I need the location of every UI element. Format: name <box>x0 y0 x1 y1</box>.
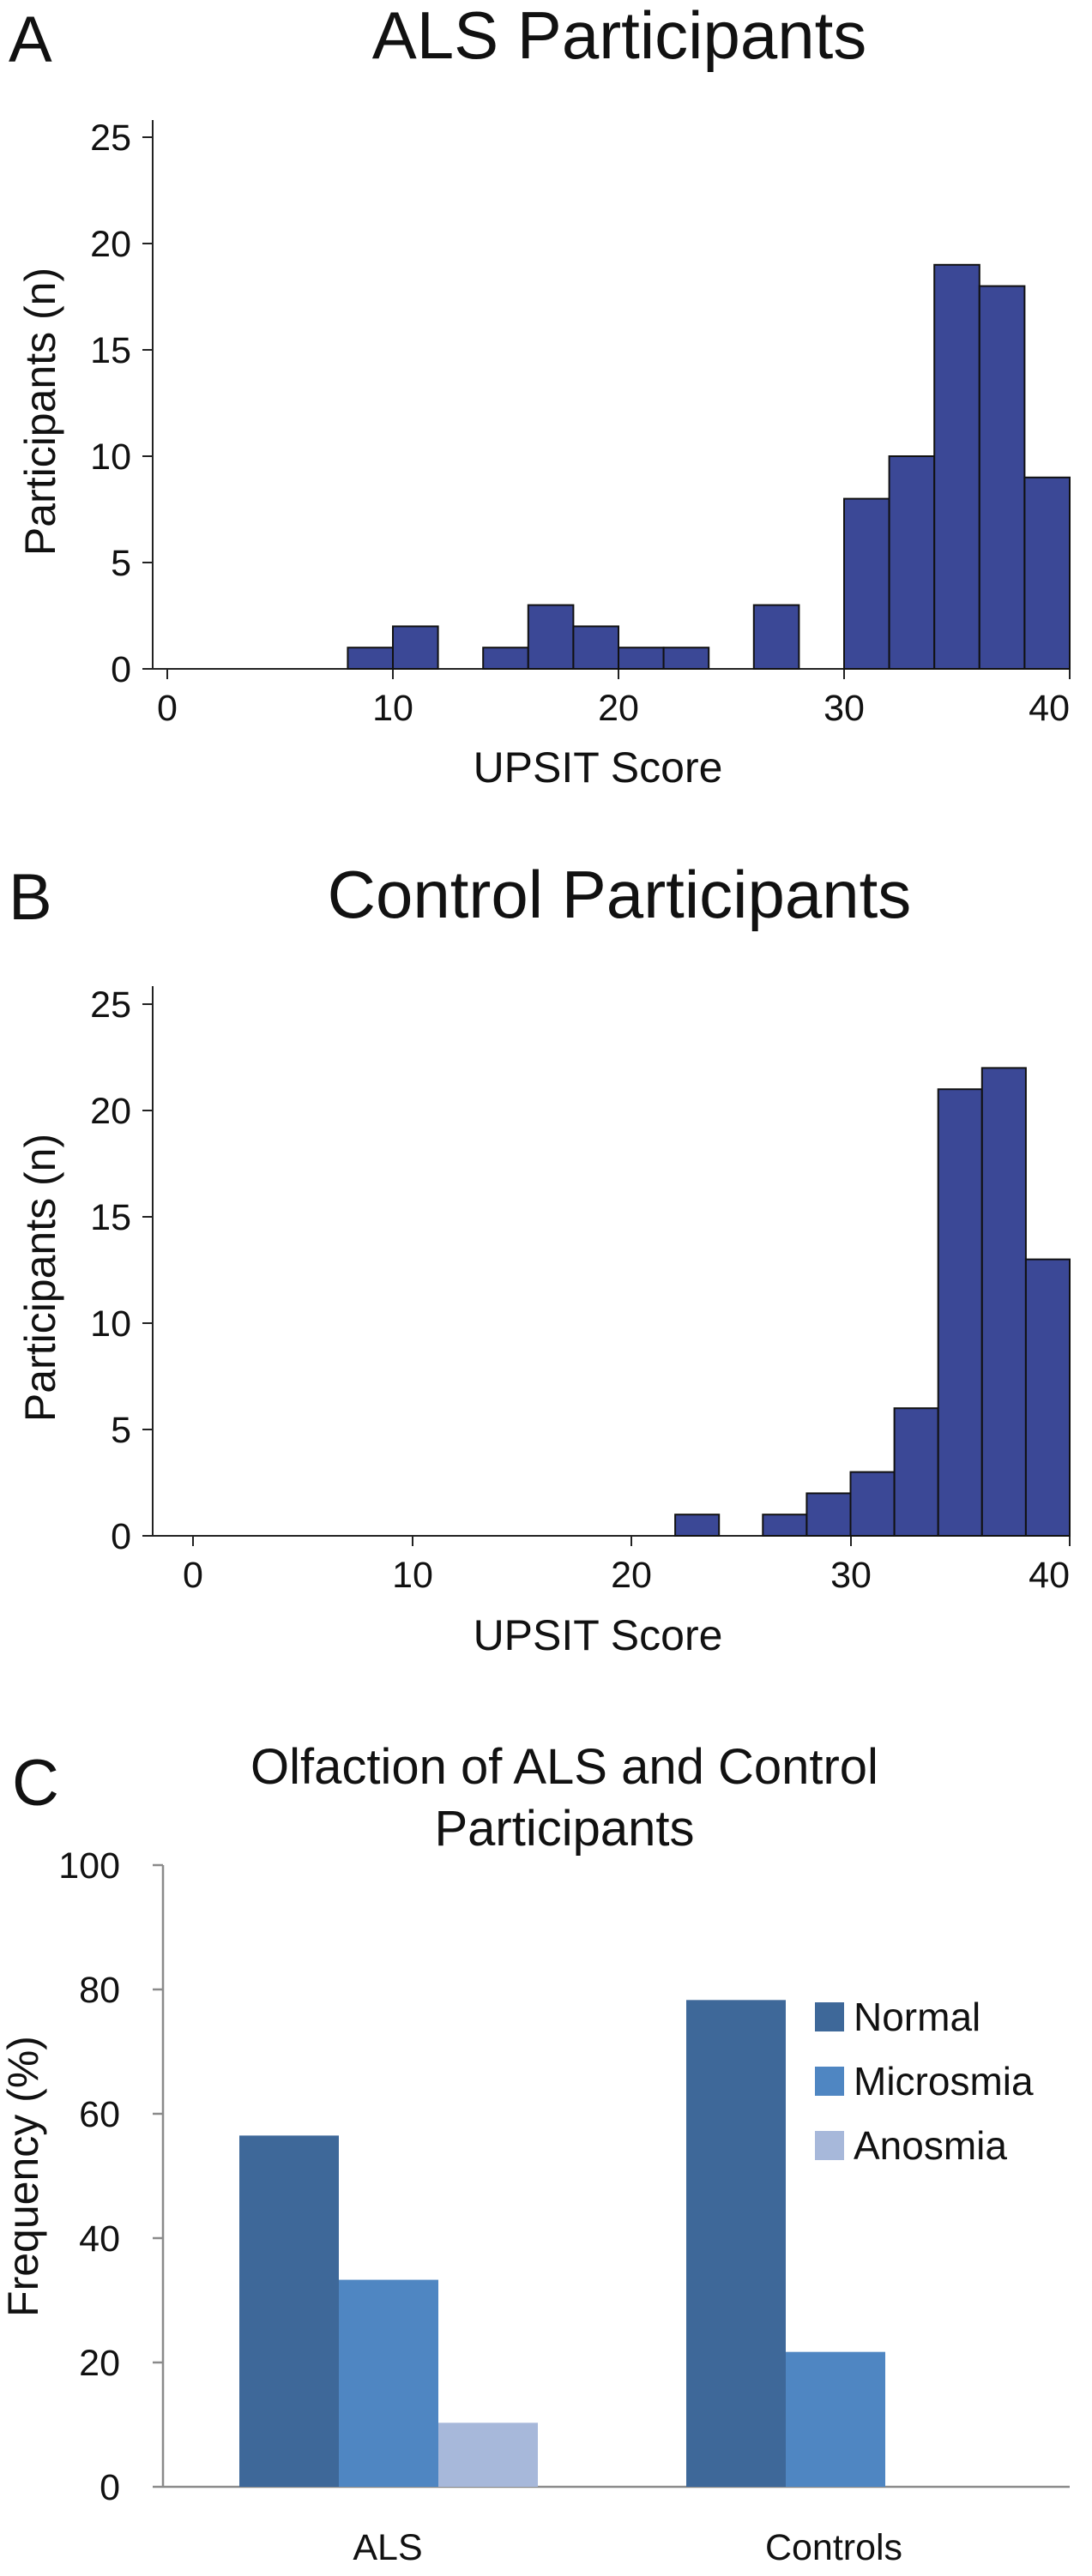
panel-c-category-label-controls: Controls <box>765 2527 902 2568</box>
panel-a-ytick-label: 25 <box>90 117 131 159</box>
panel-b-ytick-label: 10 <box>90 1303 131 1345</box>
panel-c-ytick-label: 40 <box>79 2218 120 2260</box>
panel-c-category-label-als: ALS <box>353 2527 422 2568</box>
panel-a-bar <box>392 625 439 671</box>
panel-a-histogram: A ALS Participants 0 5 10 15 20 25 0 10 <box>9 0 1071 791</box>
panel-a-xtick-label: 30 <box>824 688 865 729</box>
panel-c-y-axis-title: Frequency (%) <box>0 2036 47 2317</box>
panel-c-title-line-2: Participants <box>434 1801 694 1857</box>
panel-c-ytick-label: 20 <box>79 2343 120 2384</box>
legend-swatch-anosmia <box>815 2131 844 2160</box>
panel-b-xtick-label: 40 <box>1029 1555 1070 1596</box>
panel-a-xtick-label: 10 <box>372 688 413 729</box>
panel-a-y-ticks: 0 5 10 15 20 25 <box>90 117 153 690</box>
panel-c-title-line-1: Olfaction of ALS and Control <box>250 1739 878 1795</box>
panel-b-bar <box>1024 1258 1071 1537</box>
panel-b-x-ticks: 0 10 20 30 40 <box>183 1536 1071 1596</box>
panel-b-xtick-label: 0 <box>183 1555 203 1596</box>
panel-c-ytick-label: 60 <box>79 2094 120 2135</box>
legend-label-microsmia: Microsmia <box>854 2059 1034 2104</box>
panel-b-y-ticks: 0 5 10 15 20 25 <box>90 984 153 1557</box>
panel-b-ytick-label: 20 <box>90 1091 131 1132</box>
panel-c-bar-normal-als <box>239 2135 339 2487</box>
panel-c-ytick-label: 80 <box>79 1970 120 2011</box>
panel-a-bar <box>843 497 890 670</box>
panel-letter-b: B <box>9 861 52 934</box>
legend-label-normal: Normal <box>854 1995 980 2039</box>
panel-a-y-axis-title: Participants (n) <box>16 268 64 556</box>
panel-a-x-ticks: 0 10 20 30 40 <box>157 669 1071 729</box>
panel-c-bar-microsmia-als <box>339 2279 438 2487</box>
panel-c-legend: Normal Microsmia Anosmia <box>815 1995 1034 2168</box>
panel-b-xtick-label: 30 <box>830 1555 872 1596</box>
panel-a-bar <box>888 455 936 670</box>
panel-a-xtick-label: 20 <box>598 688 639 729</box>
panel-b-bar <box>980 1067 1027 1537</box>
panel-b-bar <box>893 1407 939 1537</box>
legend-swatch-normal <box>815 2002 844 2031</box>
panel-b-xtick-label: 10 <box>392 1555 433 1596</box>
panel-a-xtick-label: 40 <box>1029 688 1070 729</box>
panel-c-bar-microsmia-controls <box>786 2351 885 2487</box>
panel-b-histogram: B Control Participants 0 5 10 15 20 25 0… <box>9 857 1071 1659</box>
panel-b-y-axis-title: Participants (n) <box>16 1134 64 1422</box>
panel-a-bar <box>618 647 665 671</box>
panel-b-bar <box>937 1088 983 1537</box>
panel-c-bars <box>239 2000 885 2487</box>
panel-a-bar <box>347 647 394 671</box>
panel-a-bar <box>482 647 529 671</box>
panel-b-ytick-label: 25 <box>90 984 131 1026</box>
panel-a-ytick-label: 10 <box>90 436 131 478</box>
panel-a-bar <box>572 625 620 671</box>
panel-b-ytick-label: 5 <box>111 1410 131 1451</box>
panel-a-ytick-label: 15 <box>90 330 131 371</box>
panel-a-bar <box>978 285 1026 670</box>
panel-b-x-axis-title: UPSIT Score <box>474 1611 723 1659</box>
panel-c-bar-normal-controls <box>686 2000 786 2487</box>
legend-label-anosmia: Anosmia <box>854 2123 1007 2168</box>
panel-c-ytick-label: 100 <box>58 1845 120 1887</box>
panel-b-bar <box>805 1492 852 1538</box>
panel-b-ytick-label: 0 <box>111 1516 131 1557</box>
panel-a-ytick-label: 5 <box>111 543 131 584</box>
panel-c-bar-chart: C Olfaction of ALS and Control Participa… <box>0 1739 1070 2568</box>
panel-a-ytick-label: 0 <box>111 649 131 690</box>
panel-a-bar <box>933 263 980 670</box>
panel-c-y-ticks: 0 20 40 60 80 100 <box>58 1845 163 2508</box>
panel-b-ytick-label: 15 <box>90 1197 131 1238</box>
panel-a-xtick-label: 0 <box>157 688 178 729</box>
panel-letter-a: A <box>9 3 52 76</box>
panel-a-ytick-label: 20 <box>90 224 131 265</box>
panel-a-bar <box>752 604 800 670</box>
panel-a-title: ALS Participants <box>372 0 867 73</box>
panel-b-bar <box>849 1471 896 1537</box>
panel-a-bar <box>662 647 710 671</box>
panel-a-x-axis-title: UPSIT Score <box>474 743 723 791</box>
panel-b-title: Control Participants <box>328 857 912 932</box>
panel-b-xtick-label: 20 <box>611 1555 652 1596</box>
panel-c-ytick-label: 0 <box>100 2467 120 2508</box>
panel-a-bar <box>1023 476 1071 670</box>
panel-letter-c: C <box>12 1747 59 1820</box>
legend-swatch-microsmia <box>815 2067 844 2096</box>
panel-b-bar <box>762 1514 808 1537</box>
panel-c-bar-anosmia-als <box>438 2423 538 2487</box>
panel-b-bar <box>674 1514 721 1537</box>
panel-a-bars <box>347 263 1071 671</box>
panel-b-bars <box>674 1067 1071 1538</box>
panel-a-bar <box>527 604 575 670</box>
